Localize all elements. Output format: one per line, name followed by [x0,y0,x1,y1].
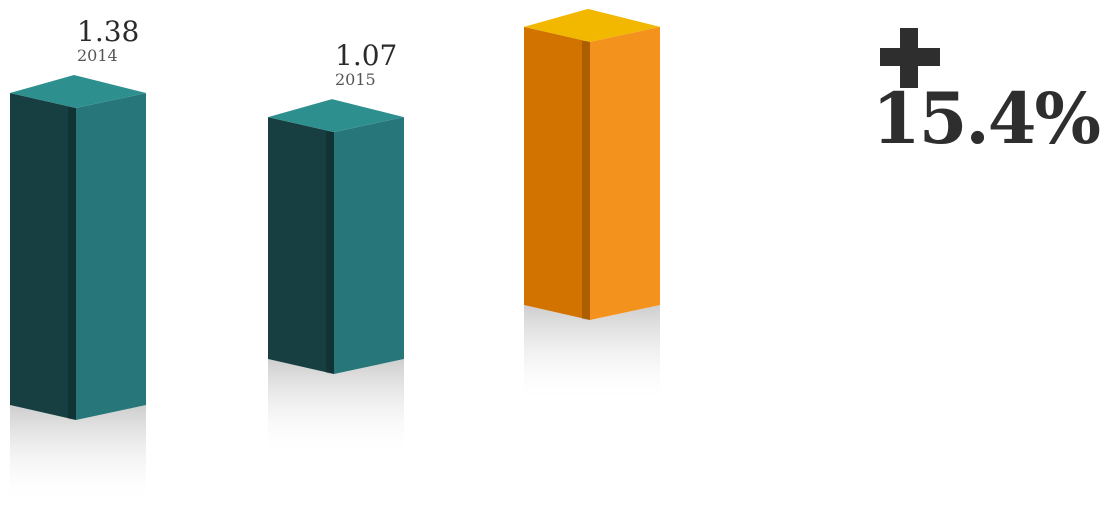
bar-2014 [10,75,146,505]
value-label: 1.07 [335,39,397,72]
bar-edge-shade [68,107,76,420]
year-label: 2015 [335,70,376,89]
bar-right-face [590,26,660,320]
bar-top-cap [524,8,660,42]
bar-left-face [10,93,76,420]
year-label: 2014 [77,46,118,65]
bar-top-cap [10,75,146,108]
bar-reflection [524,305,660,405]
bar-right-face [76,93,146,420]
value-label: 1.38 [77,15,139,48]
bar-2016 [524,8,660,405]
bar-edge-shade [582,40,590,320]
change-indicator: 15.4% [868,8,1113,198]
change-percentage: 15.4% [872,77,1101,160]
bar-reflection [10,405,146,505]
bar-edge-shade [326,131,334,374]
bar-right-face [334,117,404,374]
bar-2015 [268,99,404,459]
plus-icon [880,28,940,88]
bar-left-face [524,26,590,320]
bar-left-face [268,117,334,374]
bar-reflection [268,359,404,459]
bar-top-cap [268,99,404,133]
